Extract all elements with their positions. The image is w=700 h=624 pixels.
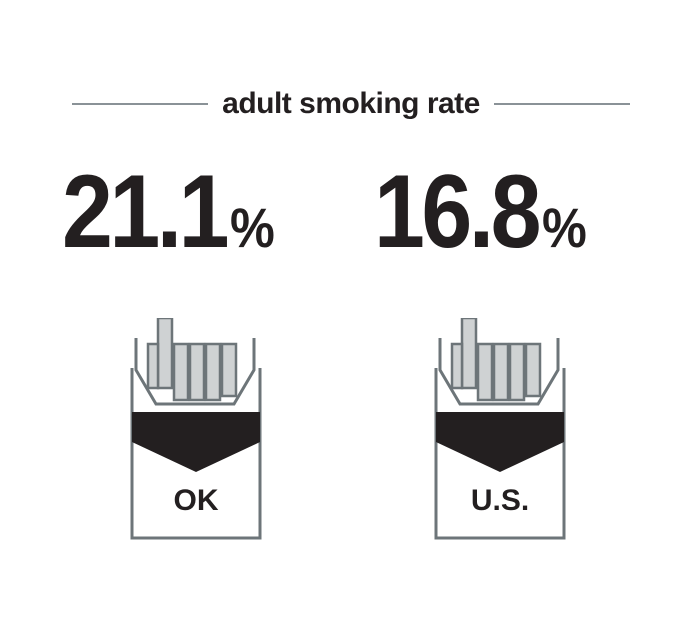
- cigarette-pack-icon: [130, 318, 262, 540]
- pack-ok-label: OK: [173, 484, 219, 517]
- title-row: adult smoking rate: [72, 84, 630, 124]
- title: adult smoking rate: [222, 87, 480, 120]
- stat-us-value: 16.8: [374, 154, 542, 270]
- cigarette-pack-icon: [434, 318, 566, 540]
- pack-us: U.S.: [430, 318, 570, 542]
- title-rule-right: [493, 103, 630, 105]
- stat-us: 16.8 %: [374, 160, 592, 270]
- pack-us-label: U.S.: [470, 484, 530, 517]
- title-rule-left: [72, 103, 209, 105]
- stat-ok-unit: %: [230, 196, 276, 259]
- stat-ok: 21.1 %: [62, 160, 280, 270]
- stat-us-unit: %: [542, 196, 588, 259]
- pack-ok: OK: [126, 318, 266, 542]
- stat-ok-value: 21.1: [62, 154, 230, 270]
